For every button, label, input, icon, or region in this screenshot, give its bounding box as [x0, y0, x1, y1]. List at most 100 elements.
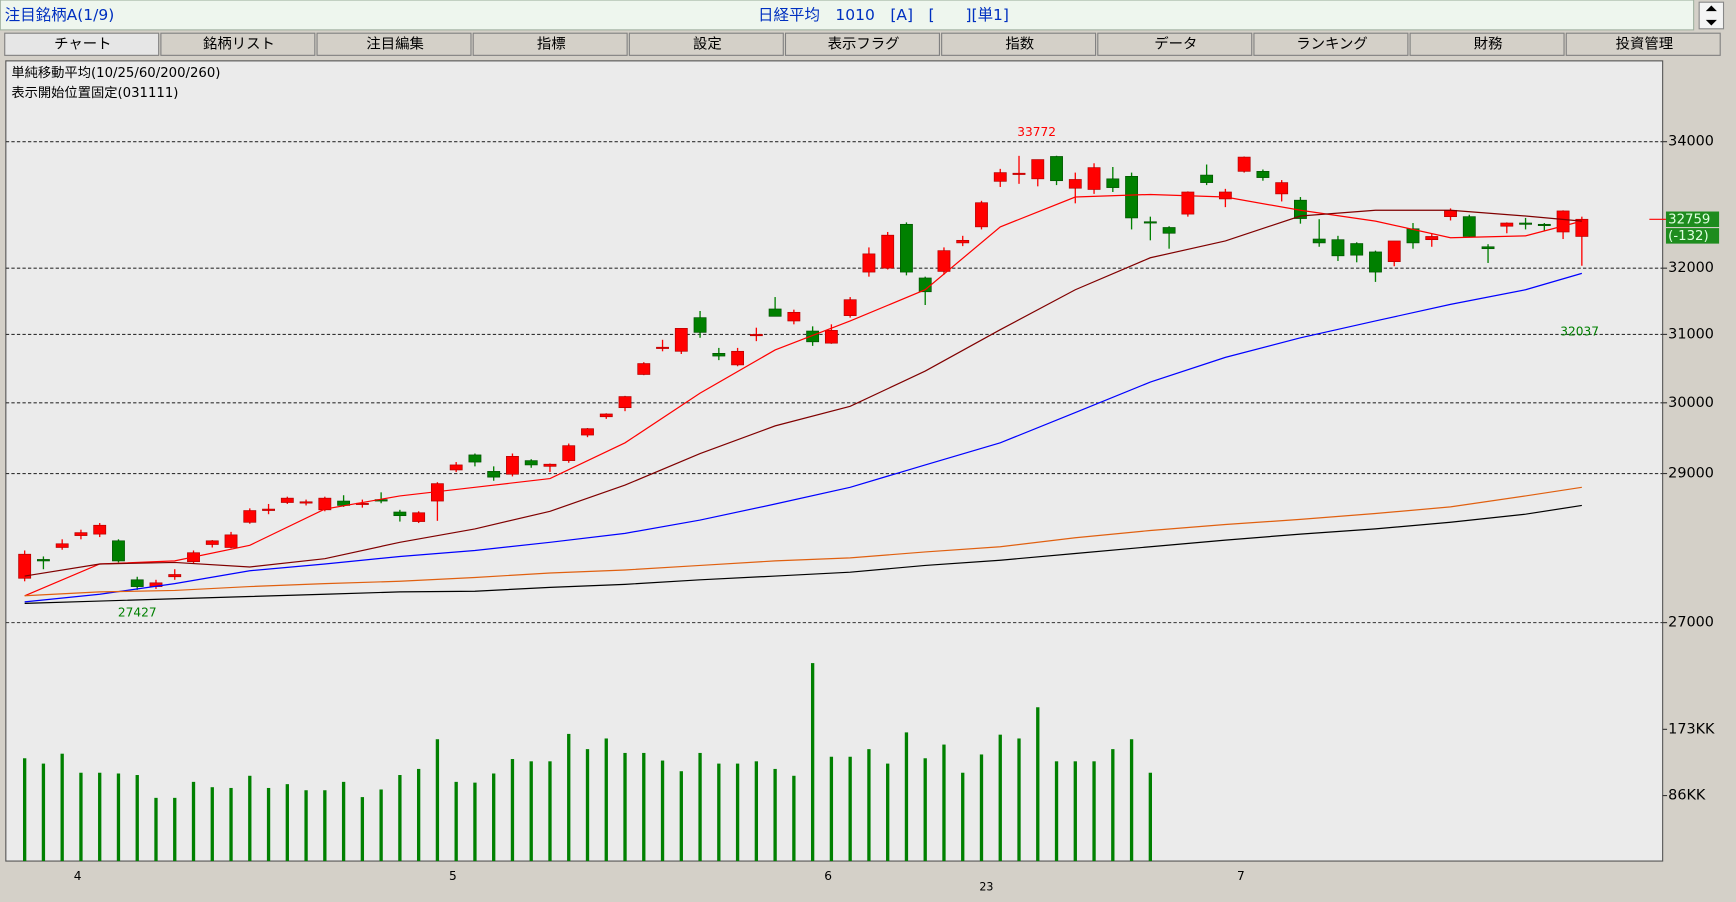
volume-bar: [773, 768, 777, 862]
volume-bar: [398, 775, 402, 862]
tab[interactable]: [160, 32, 316, 56]
volume-bar: [529, 761, 533, 862]
candle-body: [205, 540, 219, 545]
chart-title: 単純移動平均(10/25/60/200/260): [11, 65, 220, 81]
volume-bar: [810, 663, 815, 862]
spinner-arrows[interactable]: [1705, 5, 1717, 26]
tab-label[interactable]: ランキング: [1296, 35, 1367, 52]
volume-bar: [1036, 707, 1040, 862]
tab-label[interactable]: 表示フラグ: [828, 35, 900, 52]
header-bar: [0, 0, 1695, 31]
candle-body: [1181, 191, 1195, 215]
candle-body: [806, 330, 820, 343]
volume-bar: [585, 749, 590, 862]
volume-bar: [698, 752, 702, 862]
candle-body: [693, 317, 707, 333]
volume-bar: [1092, 761, 1096, 862]
tab-label[interactable]: データ: [1154, 34, 1197, 52]
tab[interactable]: [1253, 32, 1409, 56]
candle-body: [787, 311, 801, 322]
candle-body: [74, 532, 88, 536]
candle-body: [1406, 228, 1420, 244]
volume-bar: [829, 756, 834, 862]
tab[interactable]: [941, 32, 1097, 56]
tab[interactable]: [628, 32, 784, 56]
tab-label[interactable]: 銘柄リスト: [203, 35, 275, 52]
moving-average-line: [24, 193, 1583, 597]
candle-body: [243, 510, 257, 523]
candle-body: [393, 511, 407, 517]
candle-body: [318, 497, 332, 511]
tab-label[interactable]: 設定: [693, 35, 722, 52]
y-tick-label: 32000: [1668, 260, 1714, 276]
tab[interactable]: [4, 32, 160, 56]
candle-body: [656, 346, 669, 349]
candle-body: [36, 559, 50, 562]
candle-body: [1481, 246, 1495, 250]
volume-bar: [923, 758, 927, 862]
candle-body: [637, 363, 651, 375]
volume-bar: [60, 753, 64, 862]
candle-body: [900, 223, 913, 273]
last-change-label: (-132): [1668, 229, 1708, 244]
tab-label[interactable]: チャート: [54, 36, 111, 52]
volume-bar: [979, 754, 984, 862]
last-price-label: 32759: [1668, 212, 1710, 227]
candle-body: [1331, 239, 1345, 257]
candle-body: [843, 299, 857, 316]
volume-bar: [79, 772, 83, 862]
tab-label[interactable]: 指数: [1005, 35, 1034, 52]
high-annotation: 33772: [1017, 125, 1056, 139]
chart-panel: [5, 60, 1664, 862]
candle-body: [18, 553, 32, 579]
candle-body: [1143, 221, 1157, 224]
volume-bar: [848, 756, 852, 862]
spinner[interactable]: [1698, 1, 1725, 30]
volume-bar: [98, 772, 102, 862]
tab[interactable]: [1097, 32, 1253, 56]
candle-body: [1500, 222, 1514, 227]
candle-body: [1462, 216, 1476, 237]
tab-label[interactable]: 注目編集: [366, 35, 424, 52]
candle-body: [1125, 176, 1138, 219]
candle-body: [1312, 238, 1326, 244]
year-label: 23: [979, 881, 993, 894]
tab-label[interactable]: 財務: [1474, 35, 1503, 52]
header-title: 注目銘柄A(1/9): [5, 6, 115, 24]
volume-bar: [154, 797, 158, 862]
volume-bar: [135, 775, 139, 862]
volume-bar: [942, 744, 946, 862]
candle-body: [299, 501, 313, 504]
y-tick-label: 29000: [1668, 466, 1714, 482]
volume-bar: [1017, 738, 1021, 862]
tab[interactable]: [784, 32, 940, 56]
candle-body: [1275, 182, 1289, 195]
volume-bar: [248, 775, 252, 862]
candle-body: [1087, 167, 1101, 190]
candle-body: [768, 308, 782, 317]
volume-bar: [266, 787, 271, 862]
candle-body: [937, 250, 951, 272]
candle-body: [1444, 209, 1457, 217]
volume-bar: [379, 789, 383, 862]
candle-body: [468, 454, 482, 463]
candle-body: [1537, 223, 1551, 226]
y-tick-label: 31000: [1668, 326, 1714, 342]
candle-body: [487, 471, 501, 478]
candle-body: [1556, 210, 1570, 233]
tab[interactable]: [1409, 32, 1565, 56]
volume-bar: [510, 759, 515, 862]
tab-label[interactable]: 指標: [537, 35, 566, 52]
volume-bar: [679, 771, 683, 862]
candle-body: [1350, 243, 1364, 256]
volume-tick-label: 86KK: [1668, 788, 1706, 804]
tab[interactable]: [316, 32, 472, 56]
volume-bar: [623, 752, 627, 862]
volume-bar: [492, 773, 496, 862]
tab[interactable]: [472, 32, 628, 56]
tab[interactable]: [1565, 32, 1721, 56]
header-info: 日経平均 1010 [A] [ ][単1]: [758, 6, 1009, 24]
candle-body: [1256, 171, 1270, 178]
tab-label[interactable]: 投資管理: [1616, 35, 1674, 52]
